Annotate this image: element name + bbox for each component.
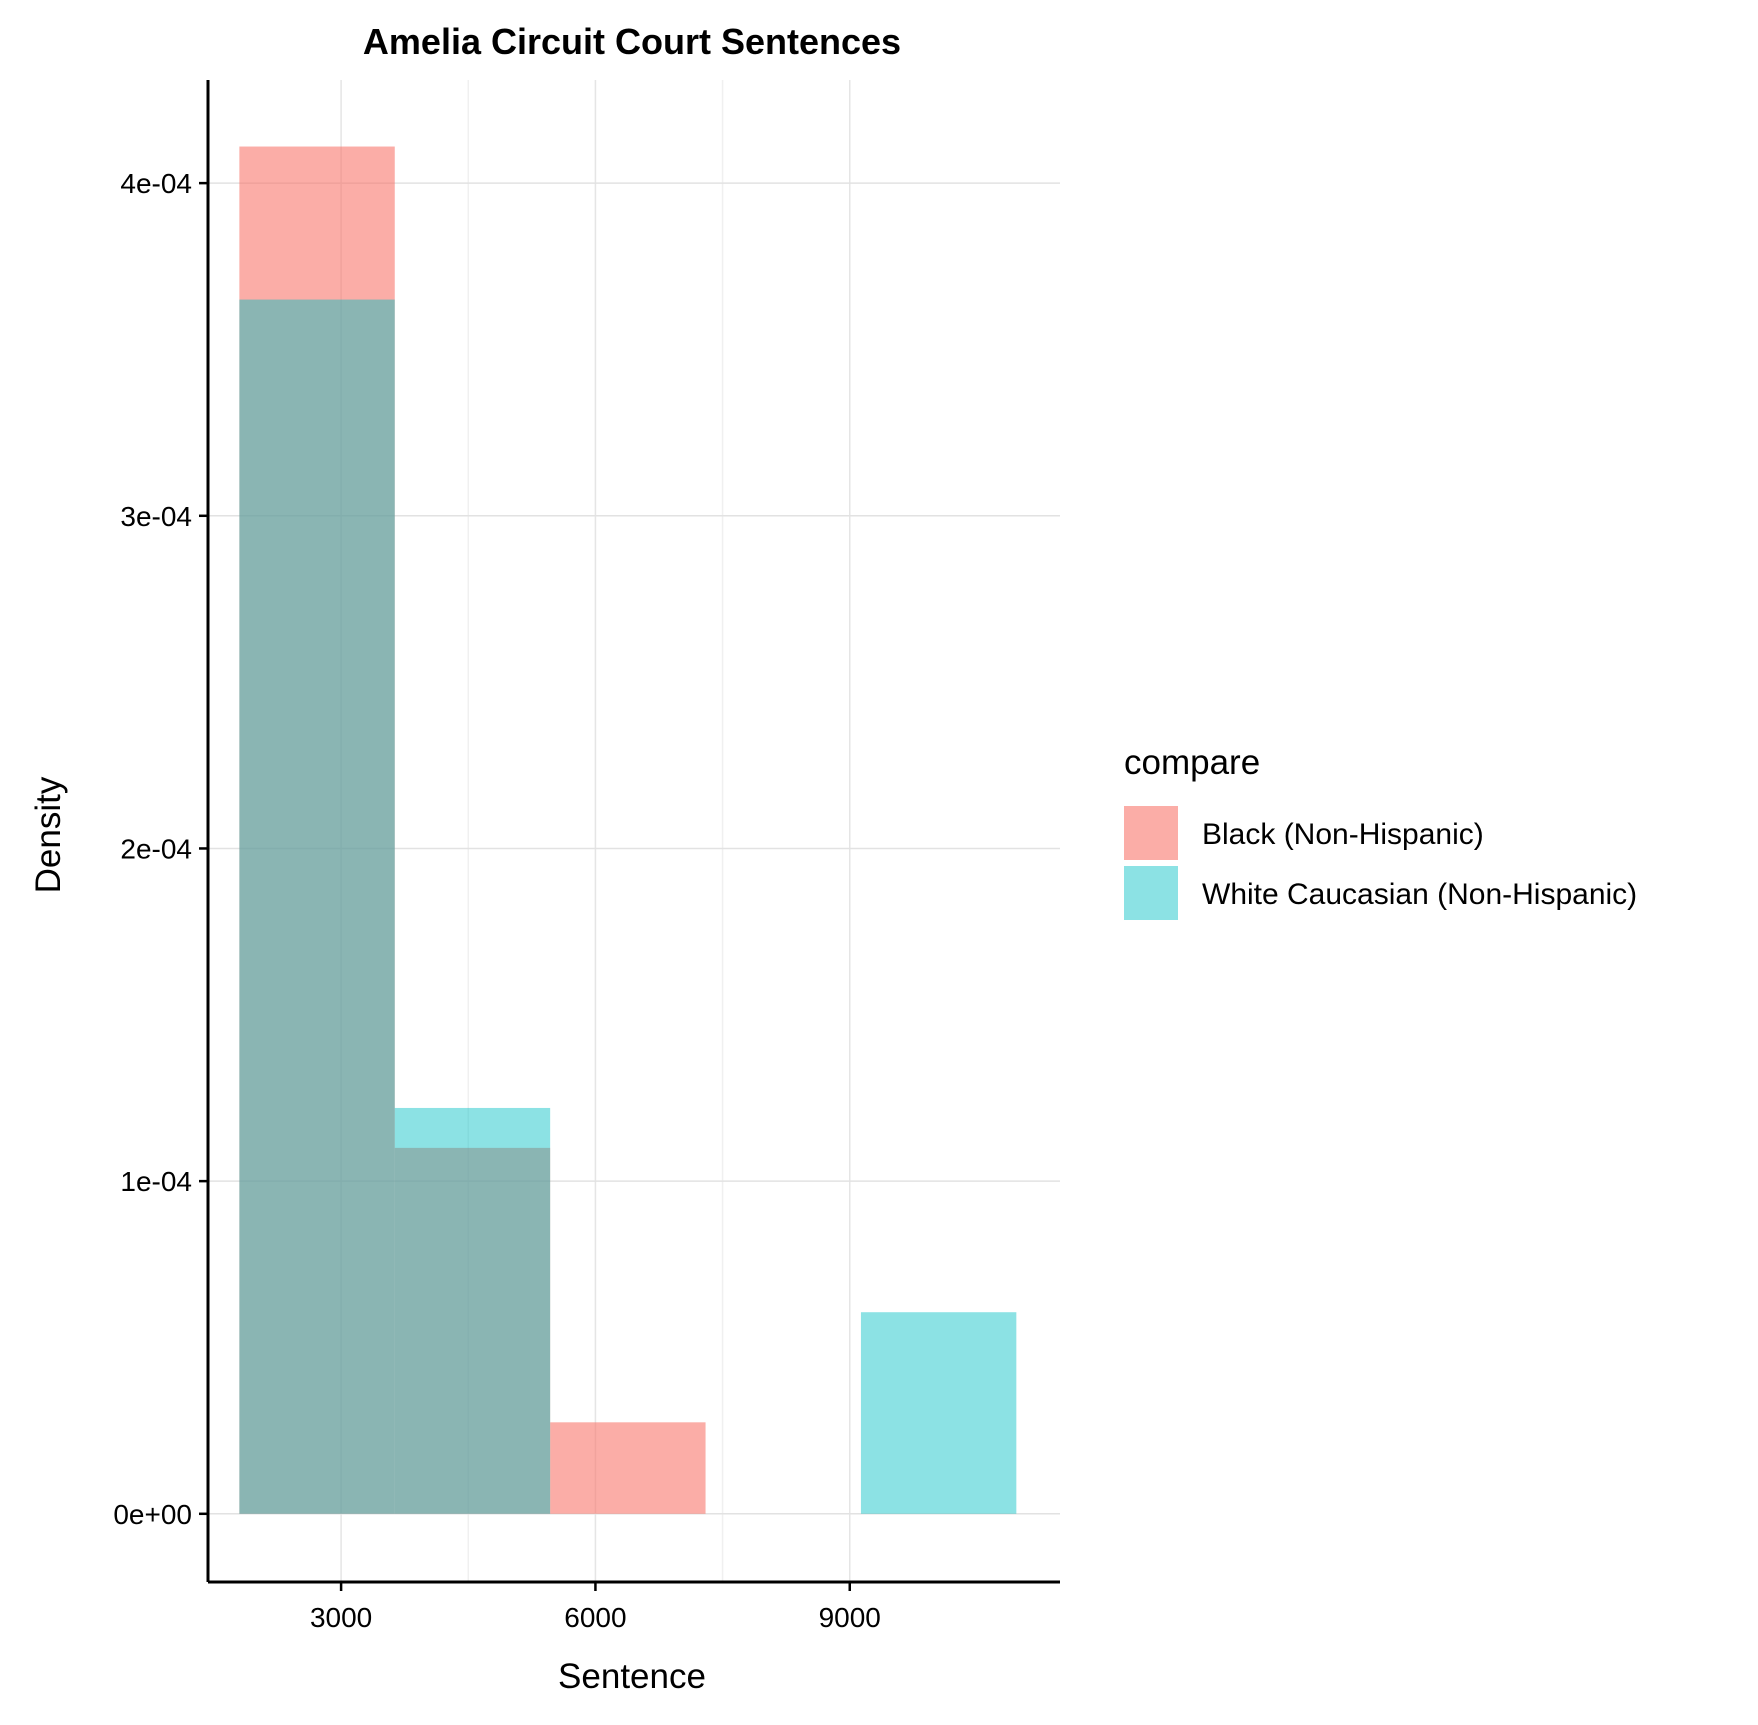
legend-items: Black (Non-Hispanic) White Caucasian (Non…: [1124, 806, 1637, 920]
legend-label: White Caucasian (Non-Hispanic): [1202, 878, 1637, 911]
histogram-bar-series-0: [239, 146, 395, 1514]
x-tick-label: 6000: [564, 1602, 626, 1633]
axes: [206, 80, 1060, 1584]
y-tick-label: 2e-04: [120, 833, 192, 864]
legend-swatch: [1124, 806, 1178, 860]
y-axis-title: Density: [29, 776, 68, 893]
x-axis-title: Sentence: [558, 1657, 706, 1696]
legend: compare Black (Non-Hispanic) White Caucas…: [1124, 743, 1637, 920]
y-tick-label: 1e-04: [120, 1166, 192, 1197]
histogram-bar-series-1: [394, 1107, 551, 1514]
x-tick-label: 3000: [310, 1602, 372, 1633]
y-tick-label: 3e-04: [120, 501, 192, 532]
histogram-bar-series-1: [860, 1312, 1017, 1514]
y-tick-label: 0e+00: [113, 1499, 192, 1530]
histogram-bar-series-0: [550, 1422, 706, 1514]
chart-title: Amelia Circuit Court Sentences: [363, 21, 901, 62]
legend-swatch: [1124, 866, 1178, 920]
histogram-bar-series-1: [239, 299, 395, 1514]
y-tick-label: 4e-04: [120, 168, 192, 199]
legend-title: compare: [1124, 743, 1260, 782]
bars: [239, 146, 1017, 1514]
histogram-bar-series-0: [394, 1147, 551, 1514]
legend-label: Black (Non-Hispanic): [1202, 818, 1484, 851]
ticks: 3000 6000 9000 0e+00 1e-04 2e-04 3e-04 4e-04: [113, 168, 881, 1633]
x-tick-label: 9000: [819, 1602, 881, 1633]
